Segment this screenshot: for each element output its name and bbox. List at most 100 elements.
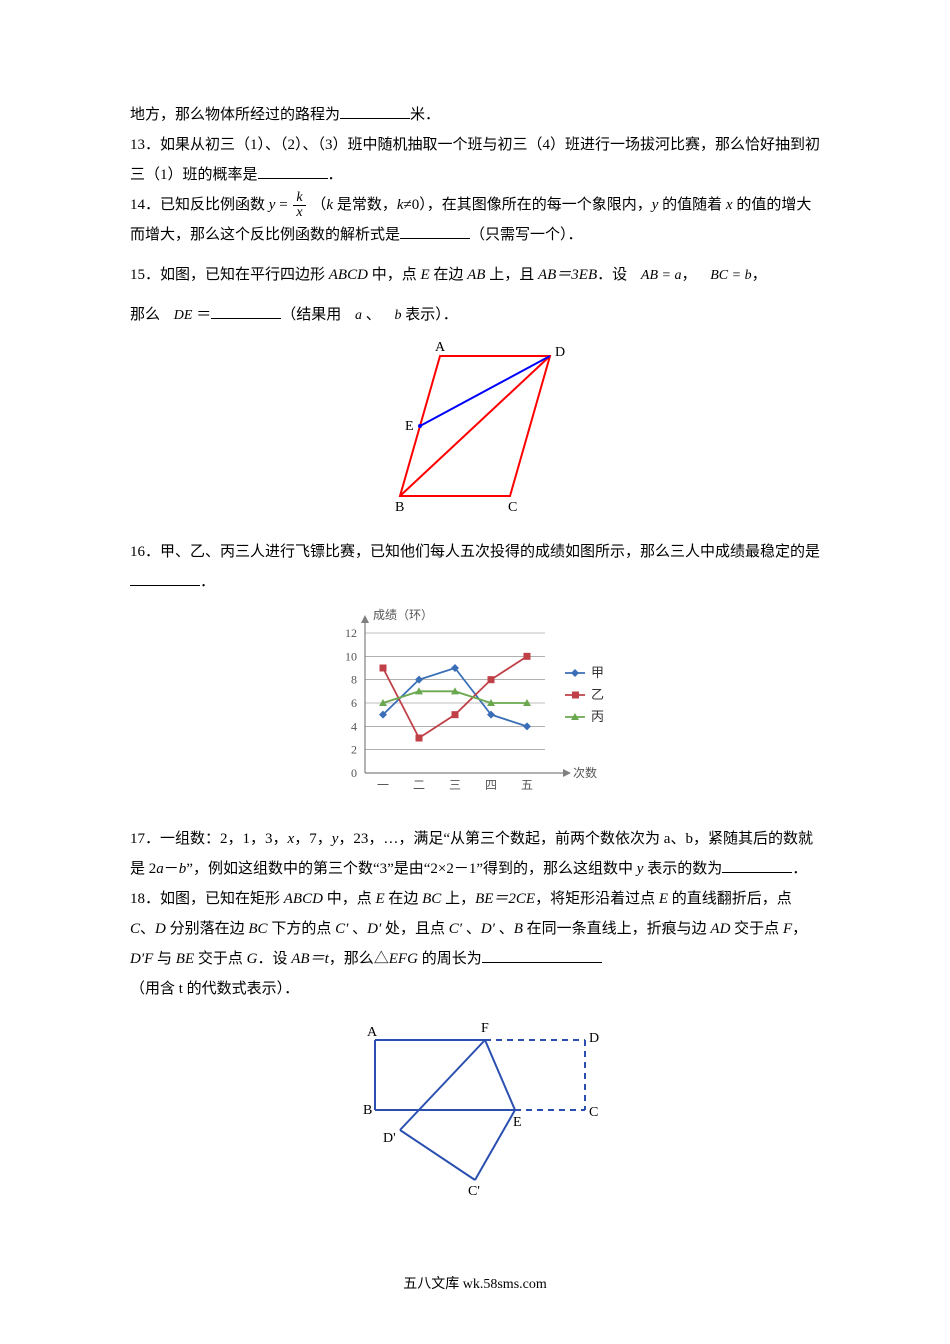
svg-text:2: 2 <box>351 743 357 757</box>
q14-eq: = <box>275 197 291 213</box>
q15-i: 、 <box>366 307 381 323</box>
svg-text:6: 6 <box>351 696 357 710</box>
diag-bd <box>400 356 550 496</box>
q18-s: ，那么△ <box>329 951 389 967</box>
q18: 18．如图，已知在矩形 ABCD 中，点 E 在边 BC 上，BE＝2CE，将矩… <box>130 884 820 974</box>
svg-text:二: 二 <box>413 778 425 792</box>
svg-text:三: 三 <box>449 778 461 792</box>
q14-e: 的值随着 <box>658 197 726 213</box>
q18-ABCD: ABCD <box>284 891 323 907</box>
q15-E: E <box>420 267 429 283</box>
q18-j: 、 <box>348 921 367 937</box>
fold-rect-svg: A F D B E C D' C' <box>335 1010 615 1200</box>
q17-av: a <box>156 861 164 877</box>
q17-e: ”，例如这组数中的第三个数“3”是由“2×2－1”得到的，那么这组数中 <box>186 861 637 877</box>
q18-D: D <box>155 921 166 937</box>
q12-unit: 米． <box>410 107 440 123</box>
q18-a: 18．如图，已知在矩形 <box>130 891 284 907</box>
q15-comma2: ， <box>752 267 767 283</box>
lbl-Dp18: D' <box>383 1131 396 1146</box>
svg-text:丙: 丙 <box>591 709 604 724</box>
q18-DpF: D′F <box>130 951 153 967</box>
q17-d: － <box>164 861 179 877</box>
q18-r: ．设 <box>257 951 291 967</box>
footer-text: 五八文库 wk.58sms.com <box>403 1277 547 1292</box>
q15-g: ＝ <box>196 307 211 323</box>
q14-x: x <box>726 197 733 213</box>
svg-text:8: 8 <box>351 673 357 687</box>
lbl-B18: B <box>363 1103 372 1118</box>
svg-text:0: 0 <box>351 766 357 780</box>
q17-g: ． <box>792 861 807 877</box>
q18-l2: 、 <box>495 921 514 937</box>
q18-Cp: C′ <box>335 921 348 937</box>
q18-g: 、 <box>140 921 155 937</box>
q18-EFG: EFG <box>389 951 418 967</box>
q15-j: 表示）． <box>405 307 458 323</box>
q18-t: 的周长为 <box>418 951 482 967</box>
svg-text:次数: 次数 <box>573 765 597 780</box>
q15-abcd: ABCD <box>329 267 368 283</box>
lbl-D: D <box>555 345 565 360</box>
q18-Dp: D′ <box>367 921 381 937</box>
q12-tail: 地方，那么物体所经过的路程为米． <box>130 100 820 130</box>
q15-eqn1: AB＝3EB <box>538 267 597 283</box>
q17-blank <box>722 857 792 873</box>
lbl-E: E <box>405 419 414 434</box>
svg-text:4: 4 <box>351 719 357 733</box>
q15-h: （结果用 <box>281 307 345 323</box>
svg-text:一: 一 <box>377 778 389 792</box>
q15: 15．如图，已知在平行四边形 ABCD 中，点 E 在边 AB 上，且 AB＝3… <box>130 250 820 290</box>
q14-c: 是常数， <box>333 197 397 213</box>
q18-C: C <box>130 921 140 937</box>
q13-end: ． <box>328 167 343 183</box>
lbl-C: C <box>508 500 517 515</box>
q16-a: 16．甲、乙、丙三人进行飞镖比赛，已知他们每人五次投得的成绩如图所示，那么三人中… <box>130 544 820 560</box>
svg-text:10: 10 <box>345 649 357 663</box>
svg-text:乙: 乙 <box>591 687 604 702</box>
q16-blank <box>130 570 200 586</box>
svg-text:四: 四 <box>485 778 497 792</box>
q18-o: ， <box>792 921 807 937</box>
lbl-E18: E <box>513 1115 522 1130</box>
q12-blank <box>340 103 410 119</box>
q15-d: 上，且 <box>485 267 538 283</box>
q18-F: F <box>783 921 792 937</box>
q15-f: 那么 <box>130 307 164 323</box>
seg-FE <box>485 1040 515 1110</box>
q16: 16．甲、乙、丙三人进行飞镖比赛，已知他们每人五次投得的成绩如图所示，那么三人中… <box>130 537 820 597</box>
q13-blank <box>258 163 328 179</box>
q14-blank <box>400 223 470 239</box>
lbl-A: A <box>435 340 446 355</box>
seg-FDp <box>400 1040 485 1130</box>
q18-E2: E <box>659 891 668 907</box>
q15-a: 15．如图，已知在平行四边形 <box>130 267 329 283</box>
q14-frac: kx <box>293 191 305 220</box>
lbl-F18: F <box>481 1021 489 1036</box>
q18-n: 交于点 <box>730 921 783 937</box>
q14-k2: k <box>397 197 404 213</box>
q16-b: ． <box>200 574 215 590</box>
svg-text:甲: 甲 <box>591 665 604 680</box>
line-chart-svg: 024681012成绩（环）次数一二三四五甲乙丙 <box>295 603 655 803</box>
q18-m: 在同一条直线上，折痕与边 <box>523 921 711 937</box>
q17-f: 表示的数为 <box>643 861 722 877</box>
q15-DE: DE <box>164 290 193 325</box>
q18-i: 下方的点 <box>268 921 336 937</box>
q18-p: 与 <box>153 951 176 967</box>
q15-vecAB: AB = a <box>631 250 682 285</box>
pt-e <box>418 424 422 428</box>
q18-d: 上， <box>441 891 475 907</box>
lbl-B: B <box>395 500 404 515</box>
q15-AB: AB <box>467 267 485 283</box>
q18-B: B <box>514 921 523 937</box>
svg-text:成绩（环）: 成绩（环） <box>373 608 433 622</box>
q13-text: 13．如果从初三（1）、（2）、（3）班中随机抽取一个班与初三（4）班进行一场拔… <box>130 137 820 183</box>
q14: 14．已知反比例函数 y = kx （k 是常数，k≠0），在其图像所在的每一个… <box>130 190 820 250</box>
q14-a: 14．已知反比例函数 <box>130 197 269 213</box>
lbl-Cp18: C' <box>468 1184 480 1199</box>
q18-q: 交于点 <box>194 951 247 967</box>
q18-k: 处，且点 <box>381 921 449 937</box>
q18-l: 、 <box>462 921 481 937</box>
q18-BC2: BC <box>248 921 267 937</box>
